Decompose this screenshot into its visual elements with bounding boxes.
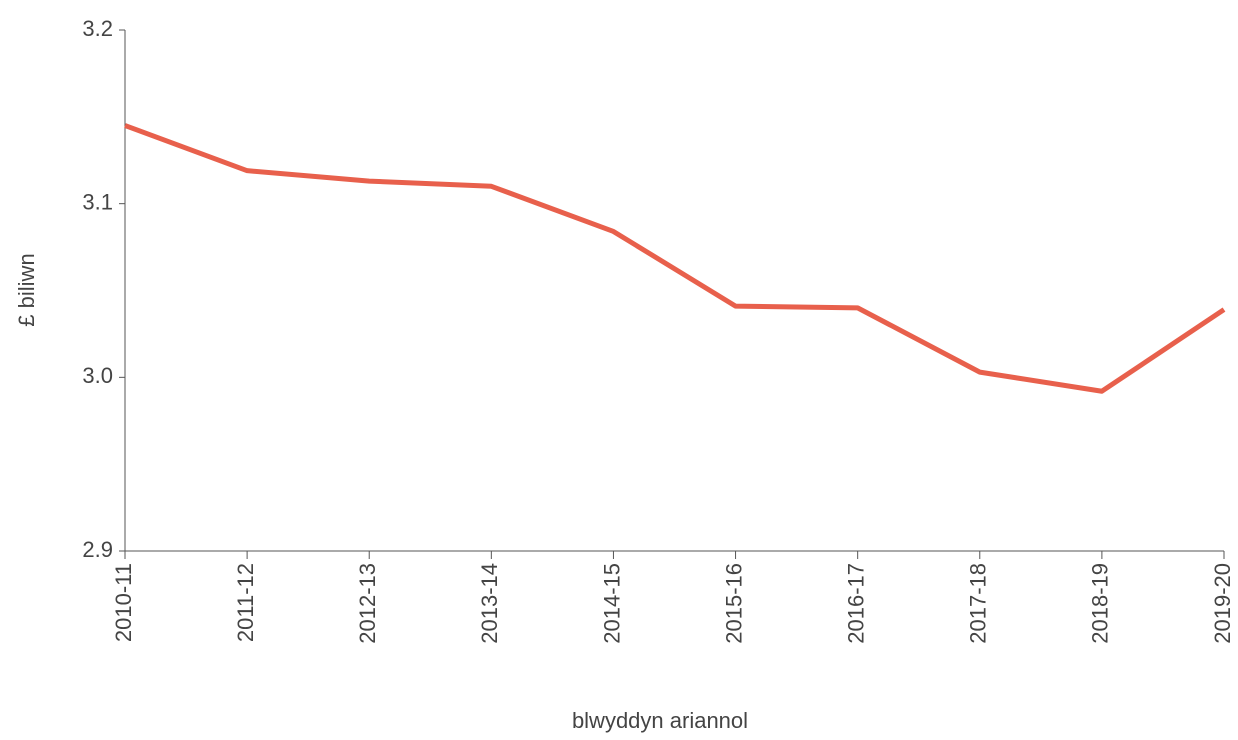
x-axis-label: blwyddyn ariannol <box>572 708 748 733</box>
y-tick-label: 3.1 <box>82 189 113 214</box>
y-axis-label: £ biliwn <box>14 253 39 326</box>
y-tick-label: 3.2 <box>82 16 113 41</box>
x-tick-label: 2011-12 <box>233 563 258 642</box>
x-tick-label: 2010-11 <box>111 563 136 642</box>
x-tick-label: 2019-20 <box>1210 563 1235 644</box>
line-series <box>124 123 1226 394</box>
y-tick-label: 2.9 <box>82 537 113 562</box>
y-tick-label: 3.0 <box>82 363 113 388</box>
x-tick-label: 2016-17 <box>843 563 868 644</box>
x-tick-label: 2018-19 <box>1088 563 1113 644</box>
x-tick-label: 2014-15 <box>599 563 624 644</box>
x-tick-label: 2015-16 <box>721 563 746 644</box>
x-tick-label: 2017-18 <box>966 563 991 644</box>
x-tick-label: 2013-14 <box>477 563 502 644</box>
x-tick-label: 2012-13 <box>355 563 380 644</box>
